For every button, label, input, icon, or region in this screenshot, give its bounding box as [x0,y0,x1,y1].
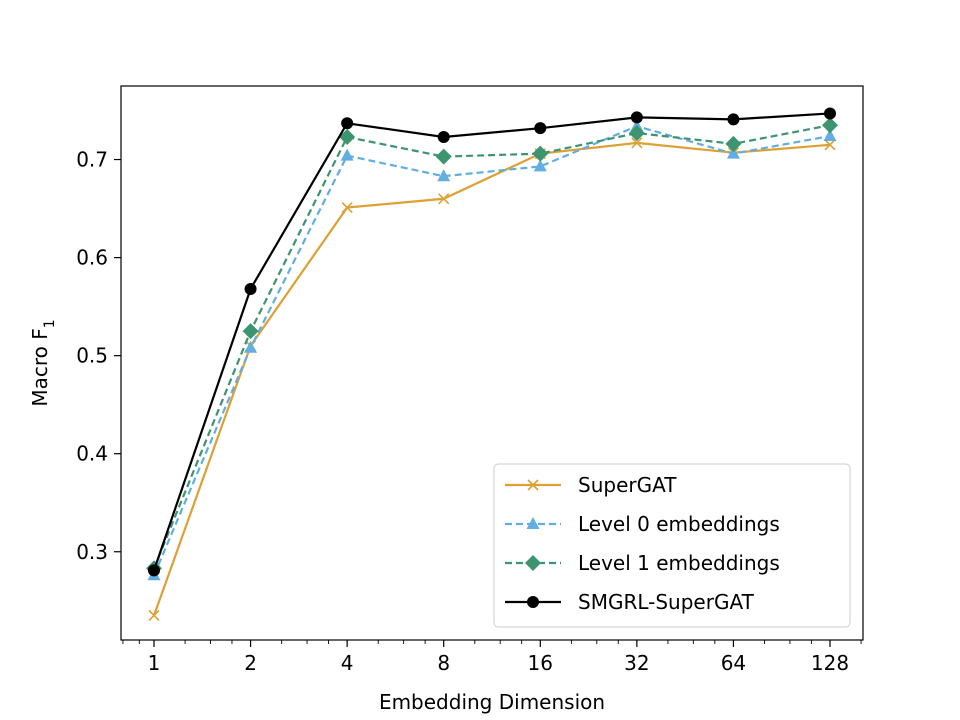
legend-swatch-marker [527,596,539,608]
data-point [437,169,451,182]
data-point [631,137,643,149]
x-tick-label: 4 [341,651,354,675]
data-point [824,139,836,151]
data-point [824,107,836,120]
x-tick-label: 8 [437,651,450,675]
data-point [244,282,257,295]
data-point [727,113,740,126]
data-point [725,135,742,152]
plot-area [146,107,838,622]
legend-frame [493,463,851,628]
x-axis-label: Embedding Dimension [379,690,605,714]
y-axis-label-text: Macro F [28,328,52,406]
data-point [340,148,354,161]
data-point [630,111,643,124]
data-point [244,340,258,353]
y-tick-label: 0.4 [76,442,108,466]
data-point [341,117,354,130]
x-tick-label: 32 [624,651,649,675]
x-tick-label: 2 [244,651,257,675]
data-point [823,129,837,142]
legend-swatch-marker [526,517,540,529]
data-point [242,323,259,340]
y-tick-label: 0.3 [76,540,108,564]
legend-label: SuperGAT [578,473,677,497]
legend-swatch-marker [525,555,541,571]
x-tick-label: 64 [721,651,746,675]
data-point [148,564,160,577]
y-tick-label: 0.6 [76,246,108,270]
data-point [437,130,450,143]
series-line [152,125,831,576]
y-tick-label: 0.7 [76,148,108,172]
x-axis-ticks: 1 2 4 8 16 32 64 128 [122,640,862,675]
legend-swatch-marker [527,479,539,491]
data-point [532,145,549,162]
data-point [628,125,645,142]
y-tick-label: 0.5 [76,344,108,368]
series-line [152,124,831,569]
data-point [438,193,450,205]
x-tick-label: 128 [811,651,849,675]
y-axis-label: Macro F1 [28,319,58,406]
legend-label: SMGRL-SuperGAT [578,590,755,614]
data-point [726,146,740,159]
y-axis-label-subscript: 1 [42,319,58,328]
data-point [339,128,356,145]
legend-label: Level 1 embeddings [578,551,780,575]
series-line [152,141,831,616]
x-tick-label: 1 [148,651,161,675]
axes-frame [120,85,864,641]
data-point [148,609,160,622]
data-point [533,159,547,172]
data-point [341,202,353,214]
data-point [534,122,547,135]
series-line [152,112,831,571]
x-tick-label: 16 [528,651,553,675]
legend: SuperGAT Level 0 embeddings Level 1 embedd… [493,463,851,628]
data-point [822,117,838,134]
legend-label: Level 0 embeddings [578,512,780,536]
data-point [435,148,452,165]
y-axis-ticks: 0.3 0.4 0.5 0.6 0.7 [76,148,121,564]
